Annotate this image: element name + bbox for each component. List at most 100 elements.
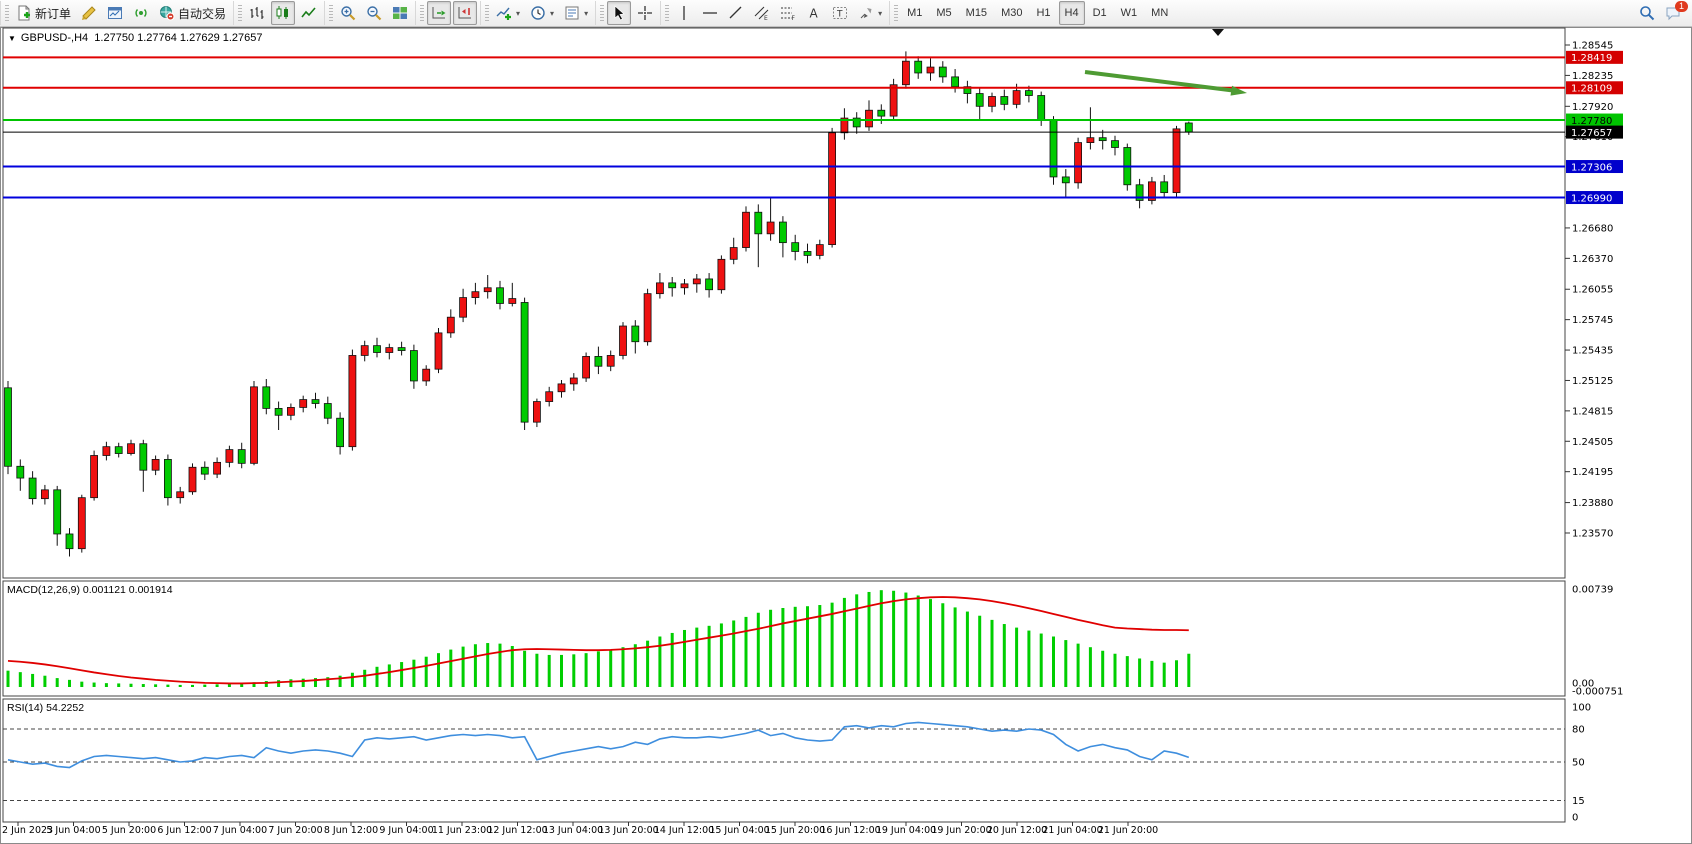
tf-h4-button[interactable]: H4 (1058, 1, 1085, 25)
line-chart-mode-button[interactable] (297, 1, 321, 25)
templates-dropdown-icon[interactable]: ▾ (584, 8, 589, 18)
crosshair-button[interactable] (633, 1, 657, 25)
draw-fibonacci-button[interactable]: F (776, 1, 800, 25)
toolbar-grip[interactable] (238, 5, 243, 21)
candle-bull (828, 132, 836, 246)
auto-scroll-button[interactable] (427, 1, 452, 25)
candle-bull (902, 60, 910, 86)
search-button[interactable] (1635, 1, 1659, 25)
macd-histogram-bar (572, 654, 576, 687)
templates-button[interactable]: ▾ (560, 1, 592, 25)
draw-label-button[interactable]: T (828, 1, 852, 25)
toolbar-group (595, 1, 660, 25)
rsi-pane[interactable] (2, 698, 1566, 823)
draw-shapes-button[interactable]: ▾ (854, 1, 886, 25)
resistance-2-price-box (1566, 81, 1623, 95)
green-level-price-box (1566, 113, 1623, 127)
chart-canvas[interactable]: 1.285451.282351.279201.276101.266801.263… (0, 27, 1692, 844)
signals-button[interactable] (129, 1, 153, 25)
bar-chart-mode-button[interactable] (245, 1, 269, 25)
time-label: 2 Jun 2023 (2, 825, 53, 836)
tile-windows-button[interactable] (388, 1, 412, 25)
candle-bull (988, 96, 996, 107)
toolbar-grip[interactable] (894, 5, 899, 21)
tf-w1-button[interactable]: W1 (1115, 1, 1144, 25)
candle-bear (237, 449, 246, 464)
indicators-button[interactable]: ▾ (492, 1, 524, 25)
zoom-in-button[interactable] (336, 1, 360, 25)
time-label: 5 Jun 20:00 (102, 825, 156, 836)
toolbar-grip[interactable] (329, 5, 334, 21)
zoom-out-button[interactable] (362, 1, 386, 25)
macd-histogram-bar (1076, 643, 1080, 687)
main-pane[interactable] (2, 27, 1566, 579)
notifications-button[interactable]: 1 (1661, 1, 1688, 25)
candle-bear (594, 356, 603, 367)
candle-chart-mode-button[interactable] (271, 1, 296, 25)
tf-m1-button[interactable]: M1 (901, 1, 928, 25)
draw-trendline-button[interactable] (724, 1, 748, 25)
auto-trading-button[interactable]: 自动交易 (155, 1, 230, 25)
macd-histogram-bar (658, 636, 662, 687)
macd-histogram-bar (166, 684, 170, 687)
macd-histogram-bar (560, 654, 563, 687)
candle-bear (163, 459, 172, 499)
rsi-axis-label: 15 (1572, 796, 1585, 807)
candle-bear (938, 66, 947, 78)
indicators-dropdown-icon[interactable]: ▾ (516, 8, 521, 18)
macd-histogram-bar (806, 606, 809, 687)
tf-mn-button[interactable]: MN (1145, 1, 1174, 25)
market-watch-button[interactable] (103, 1, 127, 25)
draw-shapes-dropdown-icon[interactable]: ▾ (878, 8, 883, 18)
candle-bear (1000, 96, 1009, 105)
zoom-in-icon (340, 5, 356, 21)
tf-h1-button[interactable]: H1 (1030, 1, 1056, 25)
tf-m30-button[interactable]: M30 (995, 1, 1028, 25)
macd-histogram-bar (215, 684, 219, 687)
resistance-1-price-label: 1.28419 (1571, 53, 1612, 64)
doc-plus-icon (16, 5, 32, 21)
candle-bear (1049, 119, 1058, 178)
candle-bear (975, 93, 984, 107)
macd-histogram-bar (350, 672, 354, 687)
styler-button[interactable] (77, 1, 101, 25)
candle-bear (1160, 181, 1169, 194)
time-label: 7 Jun 04:00 (213, 825, 267, 836)
draw-hline-button[interactable] (698, 1, 722, 25)
macd-indicator-label: MACD(12,26,9) 0.001121 0.001914 (7, 584, 173, 596)
candle-bull (865, 109, 873, 128)
chart-collapse-icon[interactable]: ▼ (8, 34, 16, 43)
tf-d1-button[interactable]: D1 (1087, 1, 1113, 25)
toolbar-grip[interactable] (665, 5, 670, 21)
trend-arrow-head[interactable] (1230, 85, 1248, 96)
tf-m15-button[interactable]: M15 (960, 1, 993, 25)
macd-histogram-bar (412, 659, 416, 687)
toolbar-grip[interactable] (485, 5, 490, 21)
candle-bear (951, 76, 959, 88)
macd-histogram-bar (842, 597, 846, 687)
toolbar-grip[interactable] (420, 5, 425, 21)
new-order-button[interactable]: 新订单 (12, 1, 75, 25)
macd-histogram-bar (510, 646, 514, 687)
toolbar-group (415, 1, 480, 25)
macd-histogram-bar (670, 632, 674, 687)
candle-bear (200, 466, 209, 475)
chart-shift-button[interactable] (453, 1, 478, 25)
price-tick-label: 1.25435 (1572, 346, 1613, 357)
periods-dropdown-icon[interactable]: ▾ (550, 8, 555, 18)
cursor-button[interactable] (607, 1, 632, 25)
candle-bear (496, 287, 504, 304)
draw-vline-button[interactable] (672, 1, 696, 25)
window-expand-marker[interactable] (1212, 29, 1224, 36)
toolbar-grip[interactable] (600, 5, 605, 21)
price-tick-label: 1.23570 (1572, 528, 1613, 539)
cursor-icon (611, 5, 627, 21)
draw-channel-button[interactable]: E (750, 1, 774, 25)
periods-button[interactable]: ▾ (526, 1, 558, 25)
trend-arrow-line[interactable] (1084, 70, 1235, 93)
svg-text:E: E (764, 15, 768, 21)
candle-bull (508, 298, 517, 304)
toolbar-grip[interactable] (5, 5, 9, 21)
tf-m5-button[interactable]: M5 (930, 1, 957, 25)
draw-text-button[interactable]: A (802, 1, 826, 25)
